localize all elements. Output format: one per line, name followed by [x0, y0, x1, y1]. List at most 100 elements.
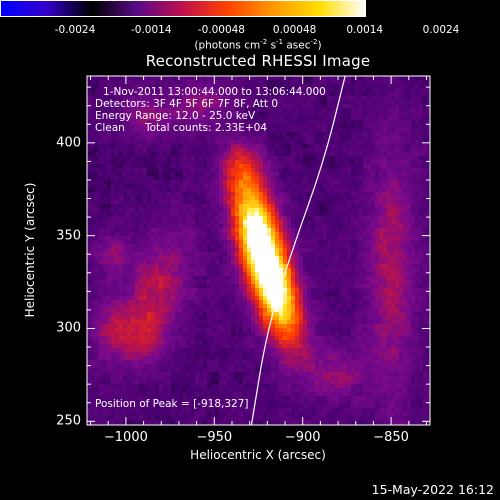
heatmap-cell: [275, 248, 280, 253]
heatmap-cell: [107, 296, 112, 301]
heatmap-cell: [399, 188, 404, 193]
heatmap-cell: [103, 120, 108, 125]
heatmap-cell: [227, 240, 232, 245]
heatmap-cell: [87, 136, 92, 141]
heatmap-cell: [291, 252, 296, 257]
heatmap-cell: [203, 84, 208, 89]
heatmap-cell: [387, 208, 392, 213]
heatmap-cell: [411, 112, 416, 117]
heatmap-cell: [403, 88, 408, 93]
heatmap-cell: [143, 108, 148, 113]
heatmap-cell: [275, 216, 280, 221]
heatmap-cell: [223, 204, 228, 209]
heatmap-cell: [295, 216, 300, 221]
heatmap-cell: [395, 300, 400, 305]
heatmap-cell: [327, 292, 332, 297]
heatmap-cell: [187, 196, 192, 201]
heatmap-cell: [263, 176, 268, 181]
heatmap-cell: [183, 168, 188, 173]
heatmap-cell: [259, 120, 264, 125]
heatmap-cell: [375, 248, 380, 253]
heatmap-cell: [119, 232, 124, 237]
heatmap-cell: [223, 144, 228, 149]
heatmap-cell: [91, 140, 96, 145]
heatmap-cell: [103, 240, 108, 245]
heatmap-cell: [423, 144, 428, 149]
heatmap-cell: [419, 144, 424, 149]
heatmap-cell: [415, 104, 420, 109]
heatmap-cell: [119, 268, 124, 273]
heatmap-cell: [347, 236, 352, 241]
heatmap-cell: [231, 100, 236, 105]
heatmap-cell: [207, 108, 212, 113]
heatmap-cell: [215, 176, 220, 181]
heatmap-cell: [283, 244, 288, 249]
heatmap-cell: [259, 152, 264, 157]
heatmap-cell: [199, 140, 204, 145]
heatmap-cell: [359, 280, 364, 285]
heatmap-cell: [171, 140, 176, 145]
heatmap-cell: [299, 196, 304, 201]
heatmap-cell: [327, 140, 332, 145]
heatmap-cell: [155, 180, 160, 185]
heatmap-cell: [131, 140, 136, 145]
heatmap-cell: [171, 172, 176, 177]
heatmap-cell: [175, 212, 180, 217]
heatmap-cell: [227, 140, 232, 145]
heatmap-cell: [387, 160, 392, 165]
heatmap-cell: [243, 112, 248, 117]
heatmap-cell: [199, 276, 204, 281]
heatmap-cell: [355, 96, 360, 101]
heatmap-cell: [243, 172, 248, 177]
heatmap-cell: [95, 252, 100, 257]
heatmap-cell: [419, 80, 424, 85]
heatmap-cell: [363, 108, 368, 113]
heatmap-cell: [179, 140, 184, 145]
heatmap-cell: [243, 260, 248, 265]
heatmap-cell: [271, 304, 276, 309]
heatmap-cell: [155, 124, 160, 129]
heatmap-cell: [351, 132, 356, 137]
heatmap-cell: [147, 144, 152, 149]
heatmap-cell: [251, 260, 256, 265]
heatmap-cell: [191, 220, 196, 225]
heatmap-cell: [391, 128, 396, 133]
heatmap-cell: [371, 212, 376, 217]
heatmap-cell: [227, 244, 232, 249]
heatmap-cell: [127, 256, 132, 261]
heatmap-cell: [195, 188, 200, 193]
heatmap-cell: [275, 236, 280, 241]
heatmap-cell: [387, 300, 392, 305]
heatmap-cell: [139, 304, 144, 309]
heatmap-cell: [319, 304, 324, 309]
heatmap-cell: [203, 252, 208, 257]
heatmap-cell: [419, 184, 424, 189]
heatmap-cell: [367, 300, 372, 305]
heatmap-cell: [259, 276, 264, 281]
heatmap-cell: [207, 152, 212, 157]
heatmap-cell: [223, 224, 228, 229]
heatmap-cell: [275, 184, 280, 189]
heatmap-cell: [219, 172, 224, 177]
heatmap-cell: [91, 248, 96, 253]
heatmap-cell: [291, 284, 296, 289]
heatmap-cell: [87, 284, 92, 289]
heatmap-cell: [351, 296, 356, 301]
heatmap-cell: [103, 92, 108, 97]
heatmap-cell: [411, 184, 416, 189]
heatmap-cell: [291, 144, 296, 149]
heatmap-cell: [203, 256, 208, 261]
heatmap-cell: [199, 284, 204, 289]
heatmap-cell: [303, 136, 308, 141]
heatmap-cell: [307, 124, 312, 129]
heatmap-cell: [171, 144, 176, 149]
heatmap-cell: [331, 292, 336, 297]
heatmap-cell: [355, 276, 360, 281]
heatmap-cell: [387, 164, 392, 169]
heatmap-cell: [343, 212, 348, 217]
heatmap-cell: [155, 88, 160, 93]
heatmap-cell: [403, 192, 408, 197]
heatmap-cell: [175, 124, 180, 129]
heatmap-cell: [351, 108, 356, 113]
heatmap-cell: [359, 108, 364, 113]
